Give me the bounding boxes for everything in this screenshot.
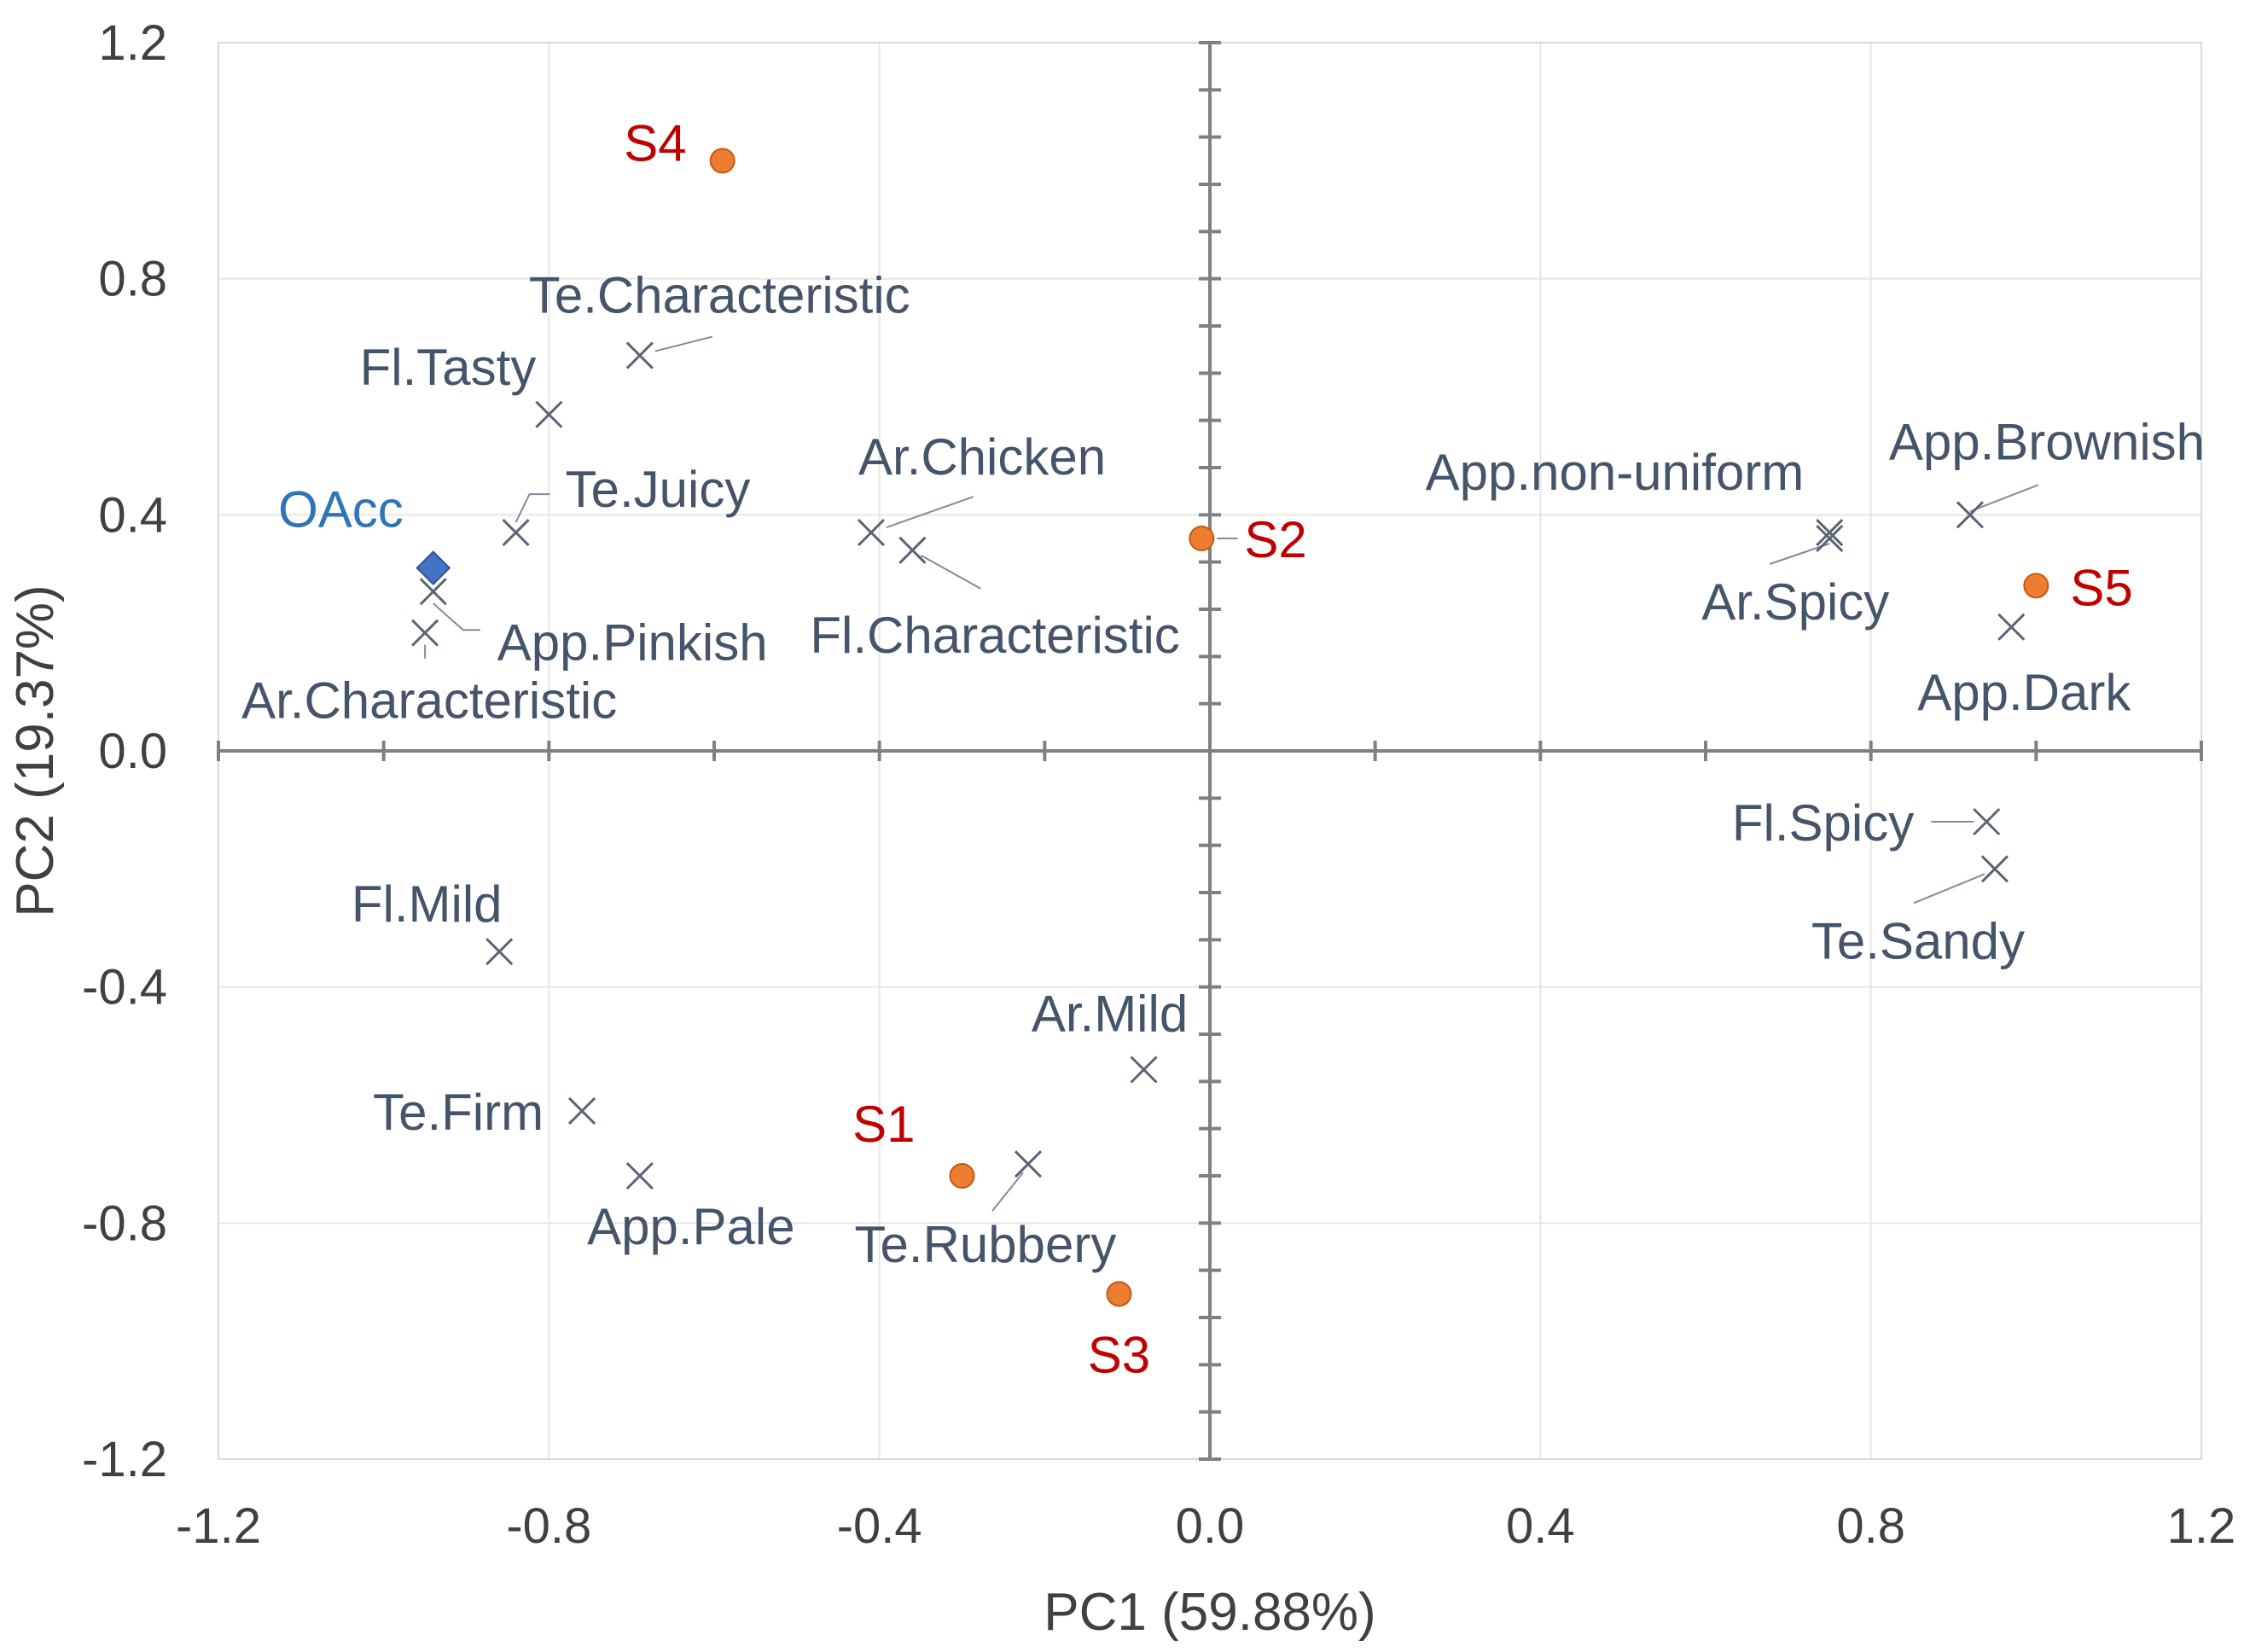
sample-point-s2 [1189,526,1215,551]
x-tick-label: -1.2 [176,1498,261,1554]
x-tick-label: 0.0 [1176,1498,1245,1554]
attribute-point-app-dark [1997,613,2026,641]
label-fl-mild: Fl.Mild [352,875,503,933]
sample-point-s4 [709,148,735,174]
te-characteristic-leader [654,335,713,352]
attribute-point-te-characteristic [625,341,654,369]
axes [217,41,2203,1461]
attribute-point-ar-characteristic [411,619,439,647]
attribute-point-te-rubbery [1014,1150,1043,1178]
label-app-dark: App.Dark [1917,664,2131,721]
sample-point-s5 [2023,573,2049,599]
x-tick-label: 0.4 [1506,1498,1575,1554]
x-mark-stroke [502,519,530,547]
x-mark-stroke [1997,613,2026,641]
app-brownish-leader [1969,484,2039,513]
label-te-sandy: Te.Sandy [1811,912,2025,969]
y-tick-label: -1.2 [82,1432,167,1487]
label-app-pale: App.Pale [587,1198,795,1255]
label-ar-chicken: Ar.Chicken [858,428,1106,486]
x-mark-stroke [535,400,563,428]
sample-point-s3 [1106,1281,1132,1307]
x-mark-stroke [568,1096,596,1125]
x-mark-stroke [857,519,886,547]
x-tick-label: -0.8 [506,1498,591,1554]
x-mark-stroke [411,619,439,647]
label-s4: S4 [624,114,686,172]
label-te-characteristic: Te.Characteristic [529,267,910,324]
x-mark-stroke [898,536,927,564]
label-s1: S1 [852,1096,915,1153]
label-app-non-uniform: App.non-uniform [1426,444,1805,501]
attribute-point-te-sandy [1980,855,2009,883]
x-mark-stroke [1816,524,1844,553]
label-oacc: OAcc [278,481,404,538]
sample-point-s1 [949,1163,975,1189]
y-tick-label: 0.0 [98,724,167,779]
x-mark-stroke [485,938,514,966]
attribute-point-fl-mild [485,938,514,966]
attribute-point-app-non-uniform [1816,519,1844,547]
attribute-point-te-juicy [502,519,530,547]
x-mark-stroke [625,341,654,369]
x-tick-label: -0.4 [837,1498,922,1554]
label-app-brownish: App.Brownish [1889,413,2205,470]
y-axis-title: PC2 (19.37%) [6,585,65,916]
attribute-point-app-pale [625,1161,654,1190]
label-ar-characteristic: Ar.Characteristic [241,672,617,730]
label-te-rubbery: Te.Rubbery [855,1216,1117,1273]
label-ar-spicy: Ar.Spicy [1701,573,1889,631]
label-s2: S2 [1244,511,1306,568]
x-tick-label: 1.2 [2167,1498,2236,1554]
y-tick-label: 0.4 [98,487,167,543]
te-rubbery-leader [991,1172,1024,1212]
label-s5: S5 [2070,559,2132,616]
attribute-point-app-brownish [1956,501,1984,529]
te-juicy-leader [515,493,550,523]
label-leader-lines [424,335,2039,1212]
attribute-point-app-pinkish [419,578,447,606]
data-markers [411,148,2049,1307]
tick-labels: -1.2 -0.8 -0.4 0.0 0.4 0.8 1.2 1.2 0.8 0.4 0.0 -0.4… [82,15,2235,1554]
label-app-pinkish: App.Pinkish [497,614,768,671]
x-mark-stroke [1980,855,2009,883]
attribute-point-fl-spicy [1973,807,2001,836]
y-tick-label: 0.8 [98,252,167,307]
app-pinkish-leader [433,602,480,631]
label-te-juicy: Te.Juicy [566,461,751,518]
attribute-point-ar-mild [1130,1056,1158,1084]
attribute-point-te-firm [568,1096,596,1125]
ar-chicken-leader [886,496,974,529]
label-s3: S3 [1088,1326,1150,1383]
x-mark-stroke [1816,519,1844,547]
x-mark-stroke [625,1161,654,1190]
label-fl-characteristic: Fl.Characteristic [810,607,1179,664]
fl-characteristic-leader [920,554,981,590]
label-te-firm: Te.Firm [373,1084,544,1141]
attribute-point-ar-spicy [1816,524,1844,553]
te-sandy-leader [1913,873,1985,905]
x-mark-stroke [1956,501,1984,529]
x-mark-stroke [1130,1056,1158,1084]
x-mark-stroke [1973,807,2001,836]
y-tick-label: -0.4 [82,960,167,1015]
attribute-point-fl-tasty [535,400,563,428]
label-ar-mild: Ar.Mild [1032,986,1188,1043]
oacc-point [416,550,451,585]
data-labels: S1 S2 S3 S4 S5 Te.Characteristic Fl.Tasty Te.Ju… [241,114,2205,1383]
label-fl-tasty: Fl.Tasty [360,339,537,396]
attribute-point-fl-characteristic [898,536,927,564]
x-mark-stroke [419,578,447,606]
attribute-point-ar-chicken [857,519,886,547]
y-tick-label: 1.2 [98,15,167,71]
x-axis-title: PC1 (59.88%) [1044,1583,1375,1642]
label-fl-spicy: Fl.Spicy [1732,794,1914,852]
x-tick-label: 0.8 [1836,1498,1905,1554]
x-mark-stroke [1014,1150,1043,1178]
y-tick-label: -0.8 [82,1195,167,1251]
